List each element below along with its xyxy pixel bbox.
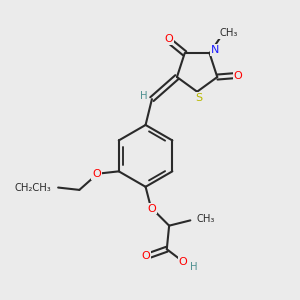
Text: CH₃: CH₃ — [219, 28, 238, 38]
Text: O: O — [92, 169, 101, 179]
Text: O: O — [164, 34, 173, 44]
Text: CH₂CH₃: CH₂CH₃ — [15, 182, 52, 193]
Text: O: O — [148, 204, 156, 214]
Text: H: H — [140, 91, 147, 101]
Text: H: H — [190, 262, 198, 272]
Text: O: O — [142, 251, 151, 261]
Text: O: O — [178, 256, 188, 267]
Text: CH₃: CH₃ — [197, 214, 215, 224]
Text: O: O — [233, 70, 242, 81]
Text: N: N — [211, 45, 219, 55]
Text: S: S — [195, 93, 202, 103]
